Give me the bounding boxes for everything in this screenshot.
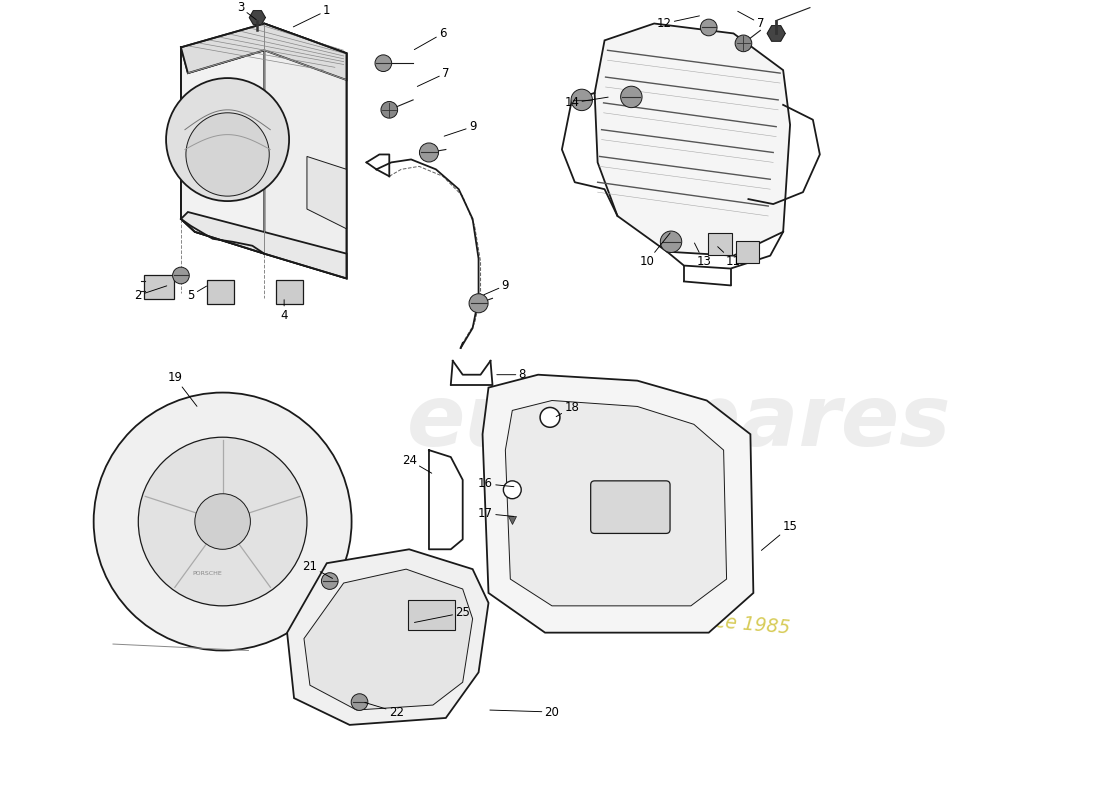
Text: 2: 2 <box>134 286 167 302</box>
Circle shape <box>504 481 521 498</box>
Text: 12: 12 <box>657 16 700 30</box>
Text: 7: 7 <box>417 66 450 86</box>
Circle shape <box>540 407 560 427</box>
Circle shape <box>571 89 593 110</box>
FancyBboxPatch shape <box>408 600 454 630</box>
Polygon shape <box>505 401 727 606</box>
FancyBboxPatch shape <box>144 275 174 299</box>
Text: 9: 9 <box>484 279 509 294</box>
Circle shape <box>375 55 392 71</box>
Text: 9: 9 <box>444 120 476 136</box>
Text: PORSCHE: PORSCHE <box>192 570 222 576</box>
Circle shape <box>620 86 642 108</box>
Polygon shape <box>287 550 488 725</box>
Polygon shape <box>483 374 754 633</box>
Text: a passion for parts since 1985: a passion for parts since 1985 <box>507 594 791 638</box>
Circle shape <box>166 78 289 201</box>
Polygon shape <box>304 569 473 710</box>
Text: eurospares: eurospares <box>407 381 952 464</box>
FancyBboxPatch shape <box>707 233 732 254</box>
Text: 24: 24 <box>402 454 431 474</box>
Text: 18: 18 <box>557 401 580 417</box>
Polygon shape <box>182 212 346 278</box>
Polygon shape <box>250 10 265 25</box>
Text: 17: 17 <box>478 507 514 520</box>
Circle shape <box>195 494 251 550</box>
FancyBboxPatch shape <box>207 281 233 304</box>
Text: 10: 10 <box>640 233 670 268</box>
Circle shape <box>735 35 751 52</box>
Polygon shape <box>264 23 346 278</box>
Text: 8: 8 <box>497 368 526 382</box>
Text: 16: 16 <box>478 478 514 490</box>
Polygon shape <box>182 23 346 80</box>
Text: 14: 14 <box>564 96 608 110</box>
FancyBboxPatch shape <box>276 281 303 304</box>
Text: 5: 5 <box>187 286 207 302</box>
Text: 21: 21 <box>302 560 332 578</box>
Text: 1: 1 <box>294 4 330 27</box>
Circle shape <box>94 393 352 650</box>
Circle shape <box>701 19 717 36</box>
Text: 13: 13 <box>694 243 712 268</box>
Circle shape <box>321 573 338 590</box>
Text: 7: 7 <box>738 11 764 30</box>
Text: 6: 6 <box>415 27 447 50</box>
Circle shape <box>381 102 397 118</box>
Text: 19: 19 <box>167 371 197 406</box>
Text: 11: 11 <box>717 246 741 268</box>
Text: 15: 15 <box>761 520 798 550</box>
Circle shape <box>469 294 488 313</box>
Polygon shape <box>595 23 790 256</box>
Polygon shape <box>182 47 264 254</box>
Text: 25: 25 <box>415 606 470 622</box>
FancyBboxPatch shape <box>591 481 670 534</box>
Circle shape <box>351 694 367 710</box>
Text: 22: 22 <box>365 702 404 718</box>
Polygon shape <box>768 26 785 41</box>
Circle shape <box>660 231 682 253</box>
Text: 4: 4 <box>280 300 288 322</box>
FancyBboxPatch shape <box>736 241 759 262</box>
Circle shape <box>419 143 439 162</box>
Polygon shape <box>307 157 346 229</box>
Text: 20: 20 <box>490 706 560 718</box>
Text: 3: 3 <box>236 1 256 20</box>
Circle shape <box>186 113 270 196</box>
Circle shape <box>139 438 307 606</box>
Circle shape <box>173 267 189 284</box>
